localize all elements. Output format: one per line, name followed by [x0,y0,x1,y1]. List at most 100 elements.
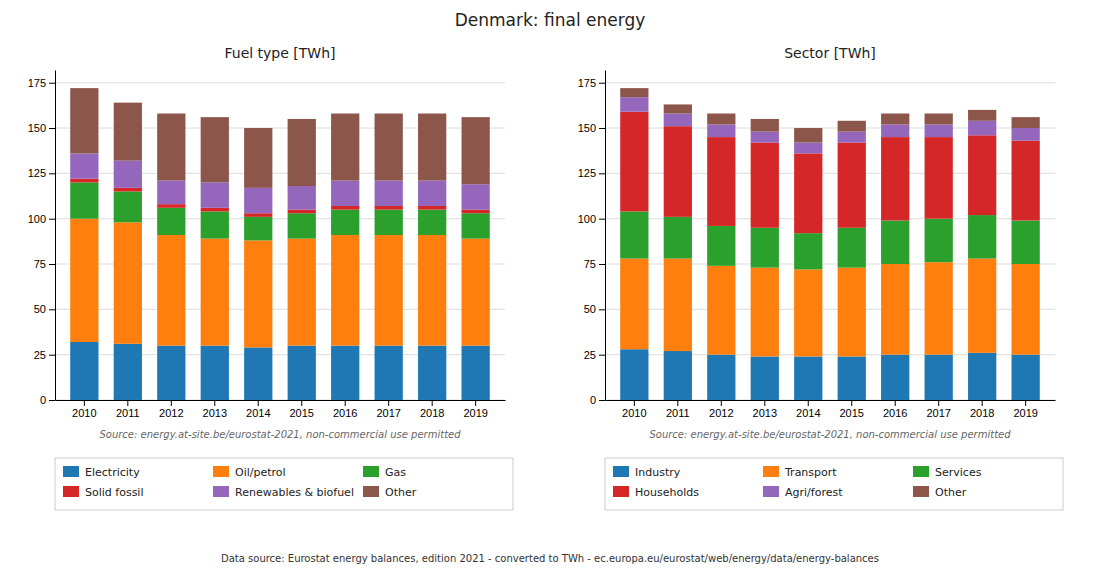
tick: 2015 [839,400,863,419]
bar [114,344,142,400]
legend-label: Electricity [85,466,140,479]
bar [331,206,359,210]
bar [620,259,648,350]
tick: 100 [28,213,55,225]
bar [70,179,98,183]
tick: 50 [34,303,55,315]
bar [157,346,185,400]
bar [244,217,272,241]
bar [375,346,403,400]
tick-mark [634,400,635,406]
tick-label: 2017 [926,407,950,419]
bar [794,269,822,356]
tick: 175 [28,77,55,89]
chart-title: Sector [TWh] [784,45,876,61]
legend-swatch [913,466,929,477]
bar [462,184,490,209]
tick-label: 2012 [709,407,733,419]
bar [751,143,779,228]
bar [925,262,953,354]
bar [881,220,909,264]
legend-item: Gas [363,466,406,479]
tick-label: 150 [578,122,596,134]
tick-label: 100 [28,213,46,225]
annotation: Source: energy.at-site.be/eurostat-2021,… [649,429,1011,440]
bar [418,206,446,210]
bar [331,181,359,206]
bar [375,206,403,210]
tick: 2011 [666,400,690,419]
tick-label: 175 [28,77,46,89]
legend-item: Agri/forest [763,486,843,499]
legend-label: Services [935,466,982,479]
bar [620,112,648,212]
tick: 75 [34,258,55,270]
bar [838,228,866,268]
series [70,342,490,400]
legend-frame [605,458,1063,510]
x-axis: 2010201120122013201420152016201720182019 [56,400,506,419]
bar [881,355,909,400]
tick: 2014 [246,400,270,419]
bar [881,264,909,355]
bar [968,259,996,353]
tick-mark [49,264,55,265]
tick-label: 2015 [289,407,313,419]
bar [968,135,996,215]
bar [157,235,185,346]
legend-item: Electricity [63,466,140,479]
tick-mark [938,400,939,406]
tick-mark [49,355,55,356]
legend-item: Households [613,486,699,499]
bar [375,235,403,346]
tick: 2016 [883,400,907,419]
legend-item: Transport [763,466,837,479]
bar [201,182,229,207]
bar [70,219,98,342]
tick: 175 [578,77,605,89]
bar [664,217,692,259]
bar [462,213,490,238]
legend-swatch [613,466,629,477]
bar [751,119,779,132]
tick-mark [49,128,55,129]
main-title: Denmark: final energy [455,10,646,30]
tick: 2012 [709,400,733,419]
bar [620,97,648,112]
bar [838,268,866,357]
tick-mark [599,219,605,220]
legend-swatch [913,486,929,497]
bar [925,355,953,400]
bar [664,114,692,127]
bar [114,222,142,343]
tick: 2019 [463,400,487,419]
tick-label: 2010 [622,407,646,419]
bar [418,346,446,400]
tick: 2012 [159,400,183,419]
legend-label: Agri/forest [785,486,843,499]
tick: 2019 [1013,400,1037,419]
bar [794,143,822,154]
bar [620,349,648,400]
tick-mark [214,400,215,406]
tick-label: 2014 [246,407,270,419]
bar [707,124,735,137]
tick-mark [432,400,433,406]
series [70,219,490,348]
bar [418,114,446,181]
legend-frame [55,458,513,510]
tick-label: 100 [578,213,596,225]
tick-mark [49,173,55,174]
legend-label: Households [635,486,699,499]
bar [70,88,98,153]
bar [157,114,185,181]
bar [1012,141,1040,221]
legend-label: Industry [635,466,681,479]
tick: 2010 [72,400,96,419]
tick-label: 50 [584,303,596,315]
legend-item: Industry [613,466,681,479]
bar [418,210,446,235]
bar [70,342,98,400]
bar [288,346,316,400]
bar [707,226,735,266]
